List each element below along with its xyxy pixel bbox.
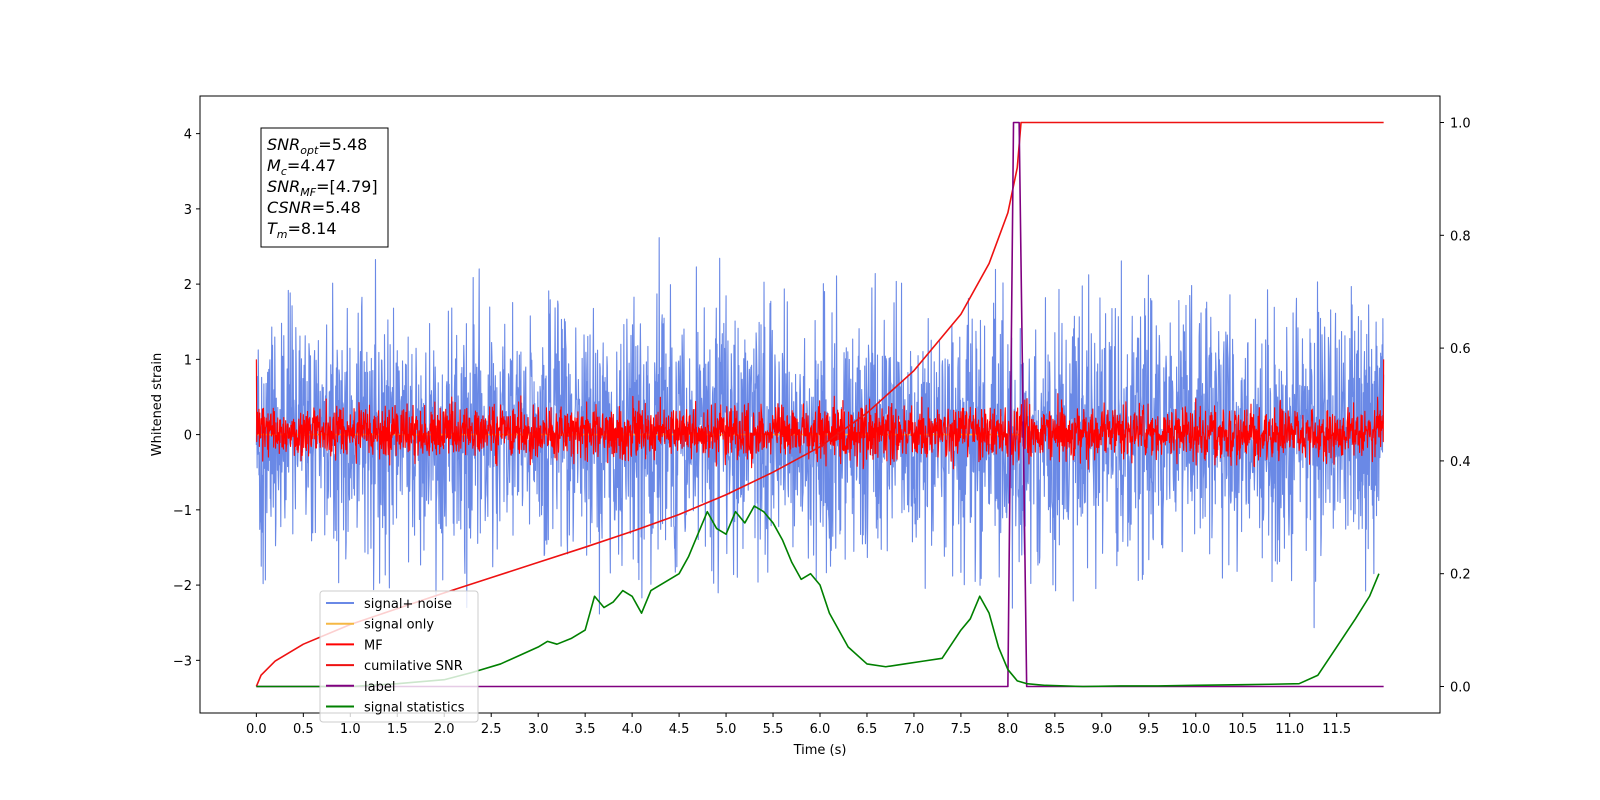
x-tick-label: 4.5 xyxy=(669,722,690,737)
y-left-tick-label: 2 xyxy=(184,278,192,293)
x-tick-label: 8.0 xyxy=(998,722,1019,737)
legend-entry[interactable]: MF xyxy=(364,638,383,653)
annotation-line: SNRopt=5.48 xyxy=(267,135,367,157)
y-right-tick-label: 1.0 xyxy=(1450,117,1471,132)
x-tick-label: 2.0 xyxy=(434,722,455,737)
x-tick-label: 2.5 xyxy=(481,722,502,737)
y-left-tick-label: 4 xyxy=(184,128,192,143)
x-tick-label: 1.5 xyxy=(387,722,408,737)
x-axis-label: Time (s) xyxy=(793,743,847,758)
x-tick-label: 11.5 xyxy=(1322,722,1351,737)
axis-layer: 0.0 0.5 1.0 1.5 2.0 2.5 3.0 3.5 4.0 4.5 5.0 5.5 6.0 6… xyxy=(173,117,1471,737)
legend-entry[interactable]: signal+ noise xyxy=(364,597,452,612)
annotation-line: SNRMF=[4.79] xyxy=(267,177,378,199)
y-left-tick-label: 0 xyxy=(184,429,192,444)
y-left-tick-label: −1 xyxy=(173,504,192,519)
x-tick-label: 8.5 xyxy=(1045,722,1066,737)
x-tick-label: 0.0 xyxy=(246,722,267,737)
x-tick-label: 6.5 xyxy=(857,722,878,737)
legend-entry[interactable]: label xyxy=(364,680,395,695)
x-tick-label: 4.0 xyxy=(622,722,643,737)
x-tick-label: 6.0 xyxy=(810,722,831,737)
y-right-tick-label: 0.6 xyxy=(1450,342,1471,357)
annotation-line: Tm=8.14 xyxy=(267,219,337,241)
y-left-tick-label: 1 xyxy=(184,353,192,368)
x-tick-label: 1.0 xyxy=(340,722,361,737)
y-axis-label: Whitened strain xyxy=(150,353,165,456)
x-tick-label: 7.5 xyxy=(951,722,972,737)
legend-entry[interactable]: cumilative SNR xyxy=(364,659,463,674)
x-tick-label: 3.0 xyxy=(528,722,549,737)
series-line-signal-noise xyxy=(255,237,1385,629)
x-tick-label: 0.5 xyxy=(293,722,314,737)
y-right-tick-label: 0.2 xyxy=(1450,568,1471,583)
legend-frame xyxy=(319,590,479,723)
annotation-line: Mc=4.47 xyxy=(267,156,336,178)
annotation-line: CSNR=5.48 xyxy=(267,198,361,217)
x-tick-label: 10.5 xyxy=(1228,722,1257,737)
x-tick-label: 5.0 xyxy=(716,722,737,737)
y-left-tick-label: −3 xyxy=(173,654,192,669)
x-tick-label: 11.0 xyxy=(1275,722,1304,737)
series-line-signal-statistics xyxy=(256,505,1380,688)
series-line-mf xyxy=(255,359,1385,470)
x-tick-label: 3.5 xyxy=(575,722,596,737)
y-right-tick-label: 0.4 xyxy=(1450,455,1471,470)
x-tick-label: 10.0 xyxy=(1181,722,1210,737)
x-tick-label: 9.0 xyxy=(1091,722,1112,737)
x-tick-label: 9.5 xyxy=(1138,722,1159,737)
y-left-tick-label: −2 xyxy=(173,579,192,594)
legend-entry[interactable]: signal statistics xyxy=(364,701,465,716)
y-right-tick-label: 0.0 xyxy=(1450,680,1471,695)
legend[interactable]: signal+ noise signal only MF cumilative SNR… xyxy=(319,590,479,723)
annotation-frame xyxy=(260,127,389,248)
x-tick-label: 5.5 xyxy=(763,722,784,737)
x-tick-label: 7.0 xyxy=(904,722,925,737)
legend-entry[interactable]: signal only xyxy=(364,618,434,633)
y-left-tick-label: 3 xyxy=(184,203,192,218)
y-right-tick-label: 0.8 xyxy=(1450,229,1471,244)
